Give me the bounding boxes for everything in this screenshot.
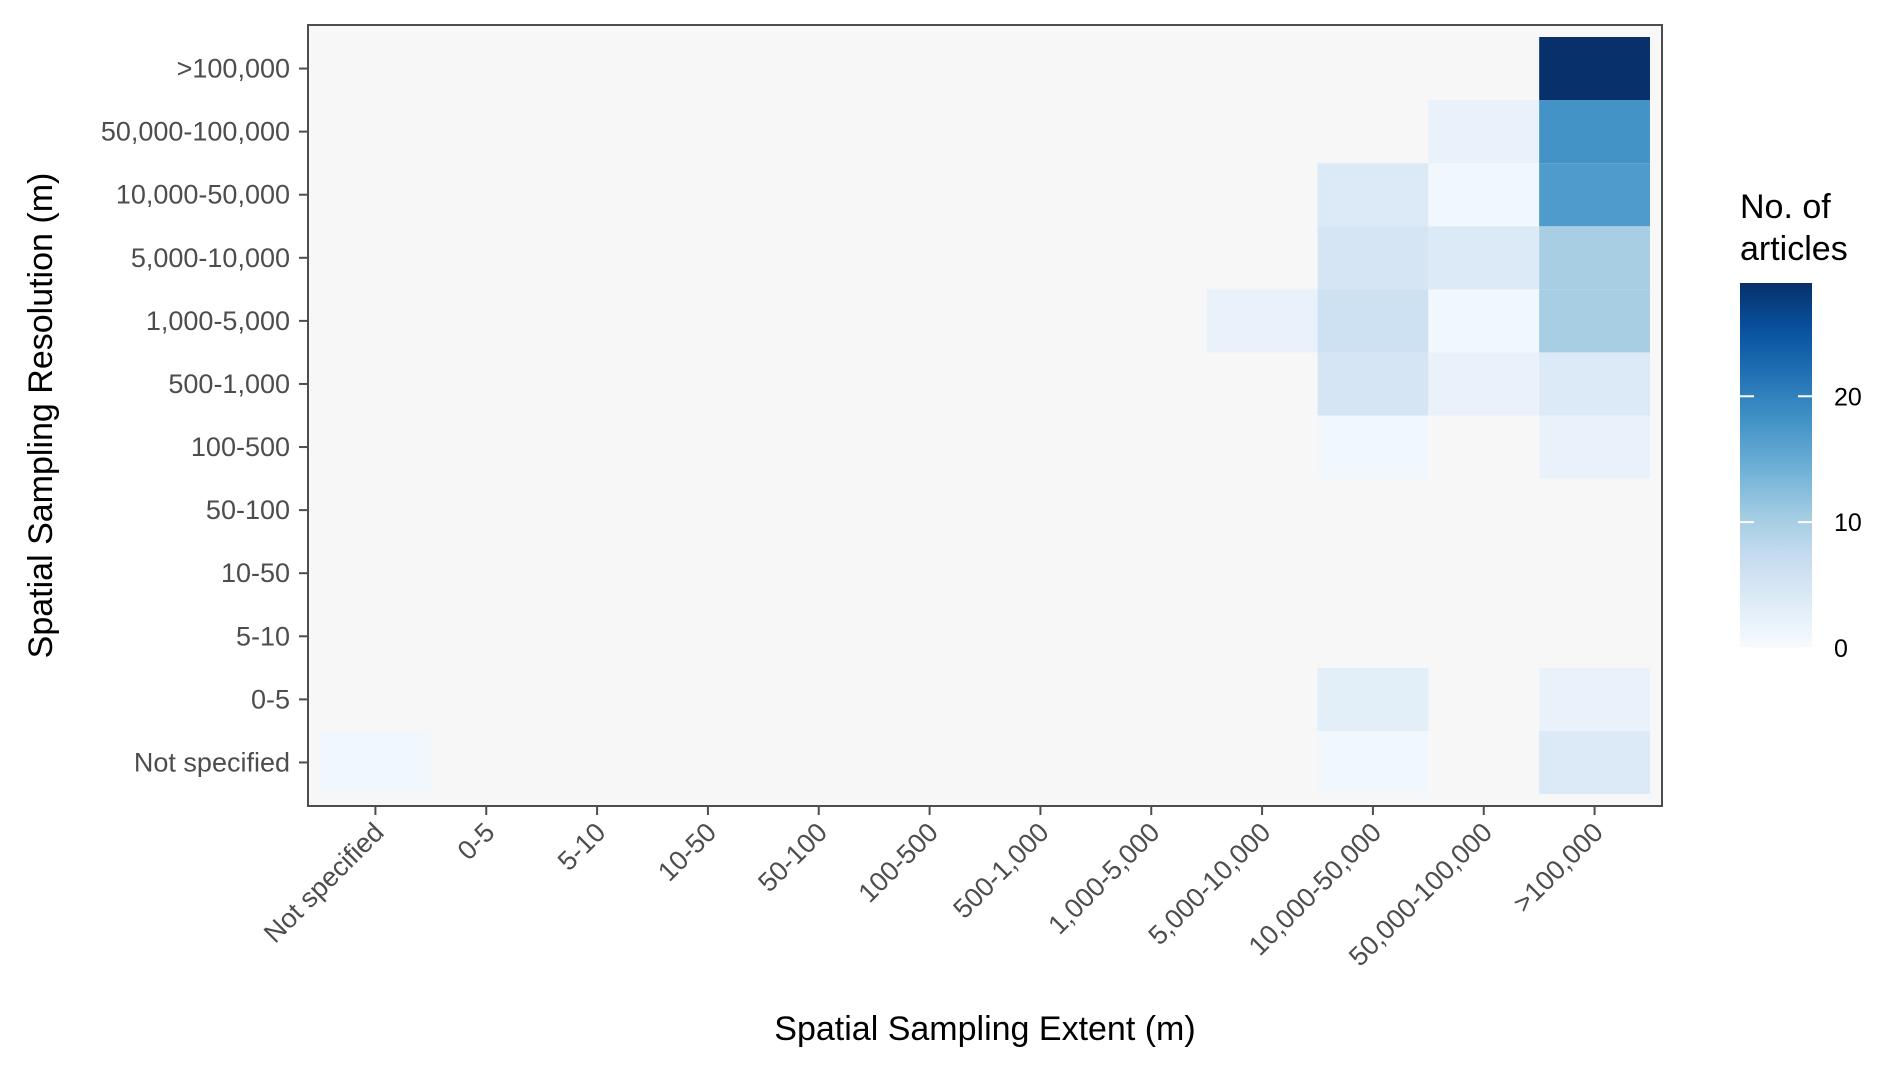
colorbar-legend: No. of articles 0 10 20 bbox=[1740, 188, 1862, 663]
heatmap-cell bbox=[1428, 289, 1540, 353]
heatmap-cell bbox=[1539, 289, 1650, 353]
heatmap-cell bbox=[1317, 667, 1429, 731]
y-tick-label: 100-500 bbox=[191, 432, 290, 462]
y-tick-label: 5,000-10,000 bbox=[131, 243, 290, 273]
heatmap-cells bbox=[320, 37, 1650, 794]
x-tick-label: 0-5 bbox=[452, 817, 501, 866]
heatmap-cell bbox=[1428, 163, 1540, 227]
heatmap-cell bbox=[1539, 100, 1650, 164]
heatmap-cell bbox=[1539, 667, 1650, 731]
colorbar-tick-label: 0 bbox=[1834, 635, 1848, 663]
x-tick-label: 100-500 bbox=[853, 817, 944, 908]
heatmap-cell bbox=[1317, 163, 1429, 227]
y-tick-label: Not specified bbox=[134, 747, 290, 777]
y-tick-label: 10-50 bbox=[221, 558, 290, 588]
heatmap-cell bbox=[1317, 352, 1429, 416]
y-tick-label: >100,000 bbox=[177, 54, 290, 84]
x-tick-label: 50-100 bbox=[752, 817, 833, 898]
heatmap-cell bbox=[1317, 415, 1429, 479]
legend-title-line-1: No. of bbox=[1740, 188, 1831, 226]
x-tick-label: Not specified bbox=[258, 817, 390, 949]
heatmap-cell bbox=[1539, 415, 1650, 479]
heatmap-cell bbox=[1317, 289, 1429, 353]
heatmap-cell bbox=[1539, 226, 1650, 290]
colorbar-ticks: 0 10 20 bbox=[1740, 383, 1862, 663]
x-tick-label: 1,000-5,000 bbox=[1042, 817, 1165, 940]
heatmap-cell bbox=[1317, 730, 1429, 794]
y-tick-label: 50,000-100,000 bbox=[101, 117, 290, 147]
plot-panel-border bbox=[307, 24, 1663, 807]
heatmap-cell bbox=[1428, 352, 1540, 416]
heatmap-cell bbox=[1317, 226, 1429, 290]
colorbar-tick-label: 20 bbox=[1834, 383, 1862, 411]
colorbar bbox=[1740, 283, 1812, 648]
heatmap-cell bbox=[1539, 37, 1650, 101]
colorbar-tick-label: 10 bbox=[1834, 509, 1862, 537]
x-axis: Not specified 0-5 5-10 10-50 50-100 100-500 50… bbox=[258, 806, 1609, 972]
y-tick-label: 50-100 bbox=[206, 495, 290, 525]
y-tick-label: 1,000-5,000 bbox=[146, 306, 290, 336]
y-tick-label: 5-10 bbox=[236, 621, 290, 651]
x-tick-label: 10-50 bbox=[652, 817, 722, 887]
y-tick-label: 0-5 bbox=[251, 684, 290, 714]
y-tick-label: 500-1,000 bbox=[168, 369, 290, 399]
heatmap-cell bbox=[1539, 730, 1650, 794]
heatmap-cell bbox=[1539, 352, 1650, 416]
y-axis-title: Spatial Sampling Resolution (m) bbox=[22, 173, 60, 659]
y-tick-label: 10,000-50,000 bbox=[116, 180, 290, 210]
heatmap-cell bbox=[1206, 289, 1318, 353]
x-tick-label: 500-1,000 bbox=[947, 817, 1054, 924]
x-axis-title: Spatial Sampling Extent (m) bbox=[774, 1010, 1195, 1048]
x-tick-label: 5-10 bbox=[552, 817, 611, 876]
x-tick-label: >100,000 bbox=[1507, 817, 1608, 918]
heatmap-cell bbox=[1428, 226, 1540, 290]
y-axis: Not specified 0-5 5-10 10-50 50-100 100-500 50… bbox=[101, 54, 308, 777]
heatmap-cell bbox=[320, 730, 431, 794]
heatmap-cell bbox=[1539, 163, 1650, 227]
heatmap-cell bbox=[1428, 100, 1540, 164]
legend-title-line-2: articles bbox=[1740, 230, 1848, 268]
